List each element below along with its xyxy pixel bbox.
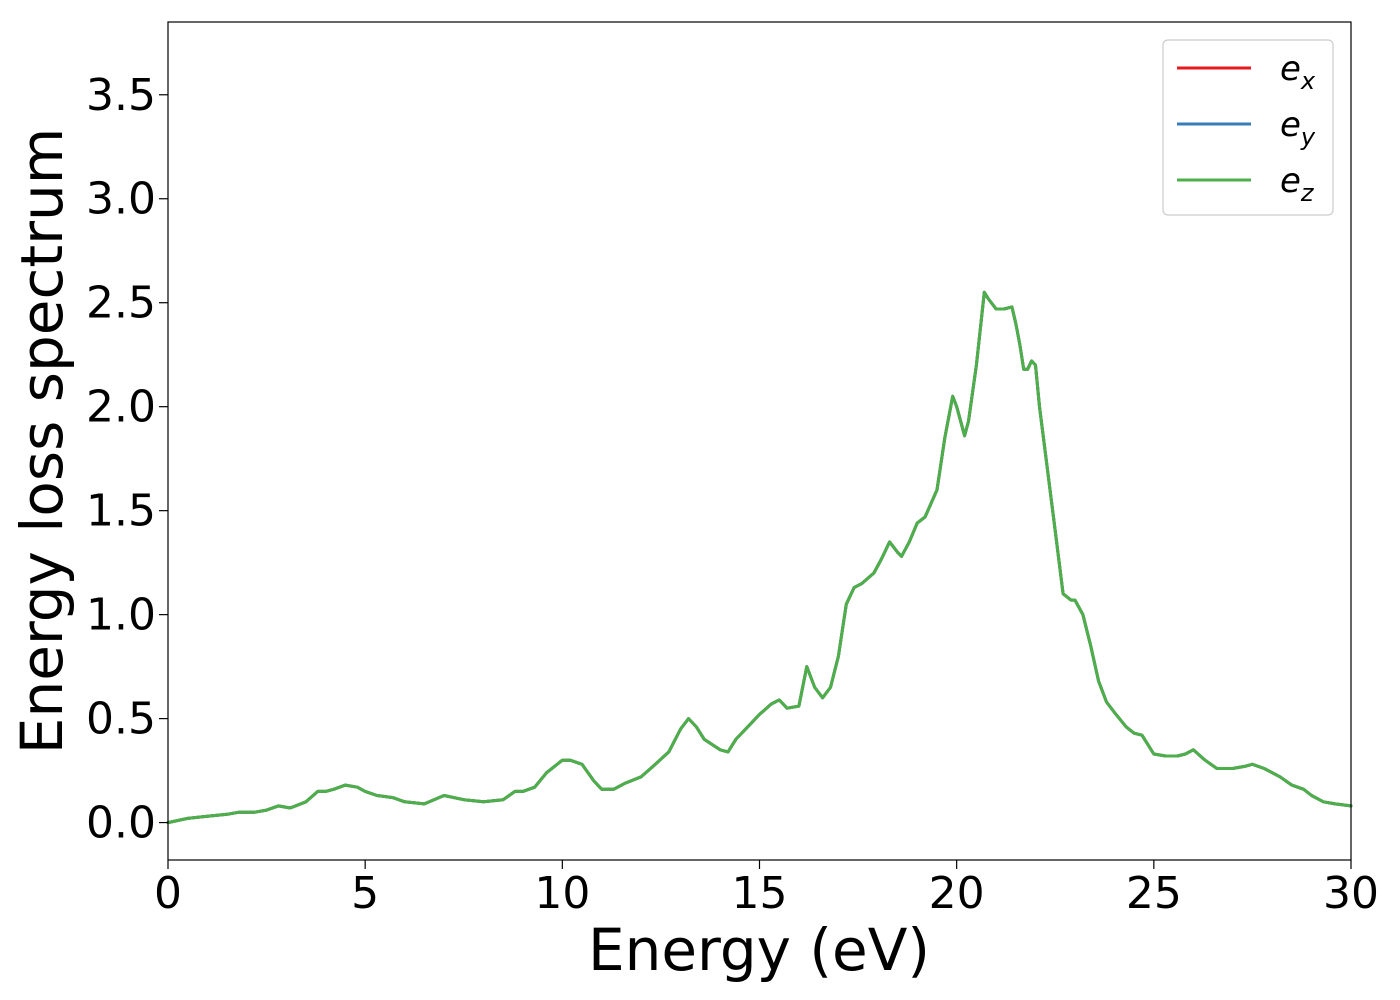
- x-tick-label: 25: [1126, 868, 1182, 919]
- x-axis-ticks: 0 5 10 15 20 25 30: [154, 860, 1379, 919]
- x-tick-label: 20: [929, 868, 985, 919]
- legend: ex ey ez: [1162, 39, 1334, 216]
- y-tick-label: 2.0: [86, 382, 156, 433]
- x-tick-label: 15: [732, 868, 788, 919]
- legend-label-e-z: ez: [1280, 161, 1315, 207]
- y-tick-label: 2.5: [86, 278, 156, 329]
- y-tick-label: 3.0: [86, 174, 156, 225]
- legend-label-e-x: ex: [1280, 49, 1316, 95]
- y-tick-label: 3.5: [86, 70, 156, 121]
- y-axis-ticks: 0.0 0.5 1.0 1.5 2.0 2.5 3.0 3.5: [86, 70, 168, 849]
- y-axis-title: Energy loss spectrum: [8, 128, 76, 754]
- legend-box: [1162, 39, 1334, 216]
- x-tick-label: 10: [534, 868, 590, 919]
- y-tick-label: 0.5: [86, 694, 156, 745]
- y-tick-label: 1.0: [86, 590, 156, 641]
- x-tick-label: 0: [154, 868, 182, 919]
- x-tick-label: 30: [1323, 868, 1379, 919]
- plot-area: [166, 290, 1353, 825]
- y-tick-label: 0.0: [86, 798, 156, 849]
- series-line-e-z: [166, 290, 1353, 825]
- x-axis-title: Energy (eV): [588, 916, 930, 984]
- x-tick-label: 5: [351, 868, 379, 919]
- legend-label-e-y: ey: [1280, 105, 1316, 151]
- y-tick-label: 1.5: [86, 486, 156, 537]
